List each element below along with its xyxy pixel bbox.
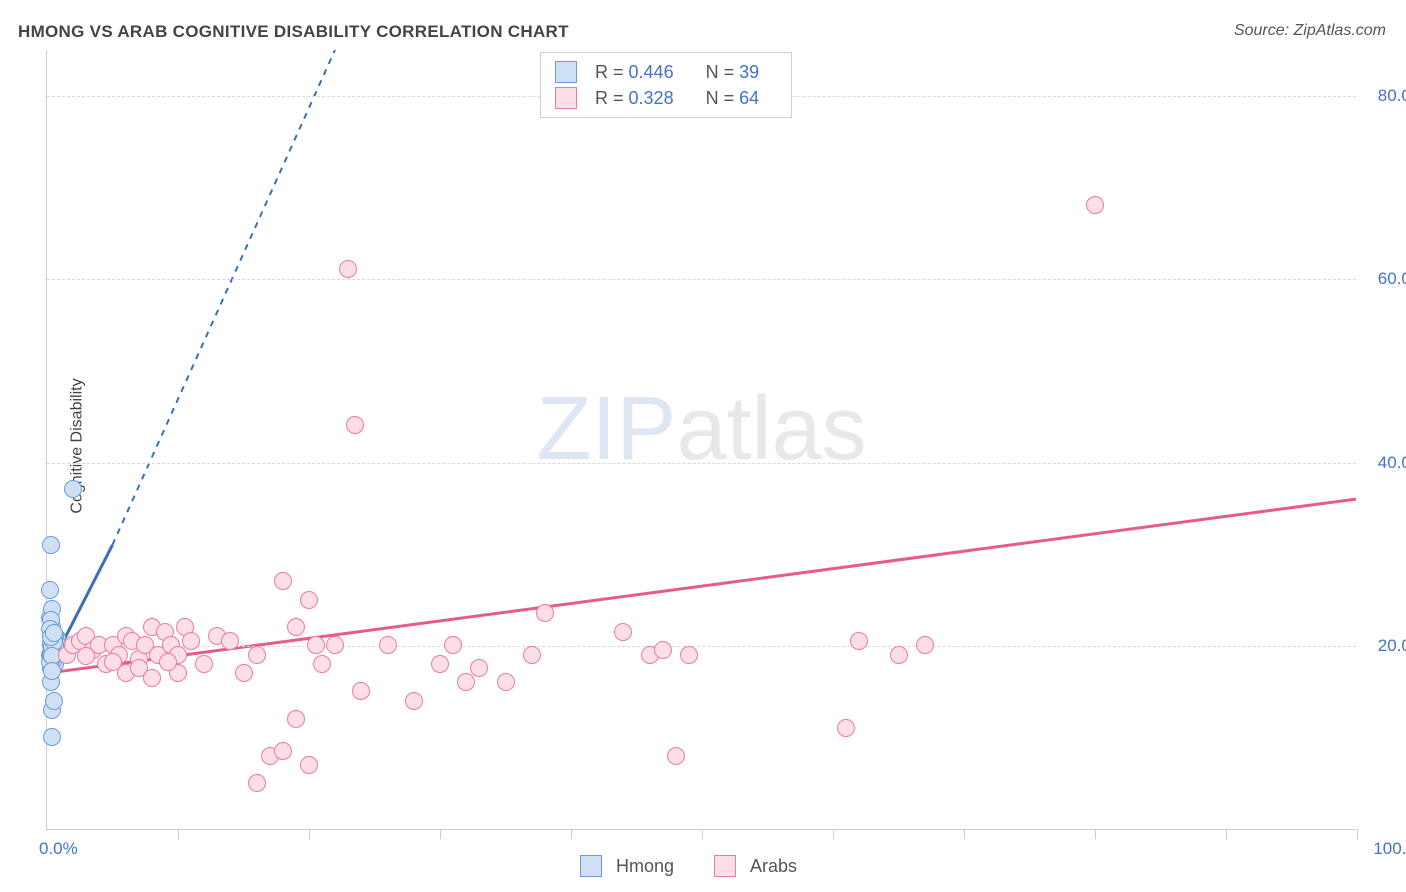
legend-label-hmong: Hmong — [616, 856, 674, 877]
ytick-label: 40.0% — [1378, 453, 1406, 473]
data-point-arabs — [248, 646, 266, 664]
data-point-arabs — [1086, 196, 1104, 214]
data-point-hmong — [45, 624, 63, 642]
data-point-arabs — [274, 572, 292, 590]
swatch-hmong — [555, 61, 577, 83]
data-point-arabs — [287, 710, 305, 728]
data-point-arabs — [916, 636, 934, 654]
xtick — [964, 829, 965, 839]
xtick — [833, 829, 834, 839]
r-label: R = — [595, 62, 624, 83]
data-point-arabs — [837, 719, 855, 737]
plot-area: ZIPatlas 0.0% 100.0% 20.0%40.0%60.0%80.0… — [46, 50, 1356, 830]
data-point-arabs — [104, 653, 122, 671]
n-value-arabs: 64 — [739, 88, 759, 109]
n-value-hmong: 39 — [739, 62, 759, 83]
data-point-arabs — [405, 692, 423, 710]
xtick — [309, 829, 310, 839]
data-point-arabs — [431, 655, 449, 673]
r-value-hmong: 0.446 — [629, 62, 674, 83]
gridline-h — [47, 279, 1356, 280]
chart-container: HMONG VS ARAB COGNITIVE DISABILITY CORRE… — [0, 0, 1406, 892]
data-point-arabs — [307, 636, 325, 654]
swatch-arabs — [555, 87, 577, 109]
legend-item-hmong: Hmong — [580, 855, 674, 877]
data-point-arabs — [287, 618, 305, 636]
data-point-arabs — [346, 416, 364, 434]
data-point-arabs — [300, 591, 318, 609]
data-point-arabs — [182, 632, 200, 650]
xtick — [1226, 829, 1227, 839]
chart-title: HMONG VS ARAB COGNITIVE DISABILITY CORRE… — [18, 22, 569, 42]
legend-correlation: R = 0.446 N = 39 R = 0.328 N = 64 — [540, 52, 792, 118]
xtick — [1357, 829, 1358, 839]
x-max-label: 100.0% — [1373, 839, 1406, 859]
data-point-arabs — [536, 604, 554, 622]
ytick-label: 60.0% — [1378, 269, 1406, 289]
data-point-arabs — [339, 260, 357, 278]
gridline-h — [47, 646, 1356, 647]
data-point-arabs — [654, 641, 672, 659]
legend-row-hmong: R = 0.446 N = 39 — [555, 59, 777, 85]
xtick — [571, 829, 572, 839]
data-point-arabs — [235, 664, 253, 682]
data-point-arabs — [77, 647, 95, 665]
data-point-arabs — [457, 673, 475, 691]
data-point-arabs — [667, 747, 685, 765]
n-label: N = — [706, 62, 735, 83]
data-point-arabs — [313, 655, 331, 673]
data-point-hmong — [64, 480, 82, 498]
xtick — [178, 829, 179, 839]
data-point-arabs — [850, 632, 868, 650]
data-point-arabs — [195, 655, 213, 673]
watermark: ZIPatlas — [536, 378, 866, 481]
source-label: Source: ZipAtlas.com — [1234, 22, 1386, 40]
data-point-arabs — [890, 646, 908, 664]
xtick — [702, 829, 703, 839]
data-point-arabs — [143, 669, 161, 687]
legend-series: Hmong Arabs — [580, 855, 797, 877]
data-point-arabs — [444, 636, 462, 654]
data-point-arabs — [352, 682, 370, 700]
data-point-hmong — [43, 662, 61, 680]
n-label: N = — [706, 88, 735, 109]
legend-item-arabs: Arabs — [714, 855, 797, 877]
data-point-hmong — [43, 728, 61, 746]
data-point-arabs — [221, 632, 239, 650]
data-point-hmong — [41, 581, 59, 599]
xtick — [1095, 829, 1096, 839]
data-point-arabs — [680, 646, 698, 664]
gridline-h — [47, 463, 1356, 464]
r-value-arabs: 0.328 — [629, 88, 674, 109]
legend-label-arabs: Arabs — [750, 856, 797, 877]
ytick-label: 80.0% — [1378, 86, 1406, 106]
x-min-label: 0.0% — [39, 839, 78, 859]
data-point-arabs — [326, 636, 344, 654]
data-point-arabs — [159, 653, 177, 671]
data-point-arabs — [274, 742, 292, 760]
data-point-arabs — [248, 774, 266, 792]
data-point-hmong — [45, 692, 63, 710]
xtick — [440, 829, 441, 839]
legend-row-arabs: R = 0.328 N = 64 — [555, 85, 777, 111]
data-point-arabs — [614, 623, 632, 641]
data-point-arabs — [470, 659, 488, 677]
r-label: R = — [595, 88, 624, 109]
data-point-arabs — [300, 756, 318, 774]
data-point-hmong — [42, 536, 60, 554]
data-point-arabs — [497, 673, 515, 691]
data-point-arabs — [523, 646, 541, 664]
swatch-hmong-bottom — [580, 855, 602, 877]
ytick-label: 20.0% — [1378, 636, 1406, 656]
swatch-arabs-bottom — [714, 855, 736, 877]
data-point-arabs — [379, 636, 397, 654]
trend-lines — [47, 50, 1356, 829]
